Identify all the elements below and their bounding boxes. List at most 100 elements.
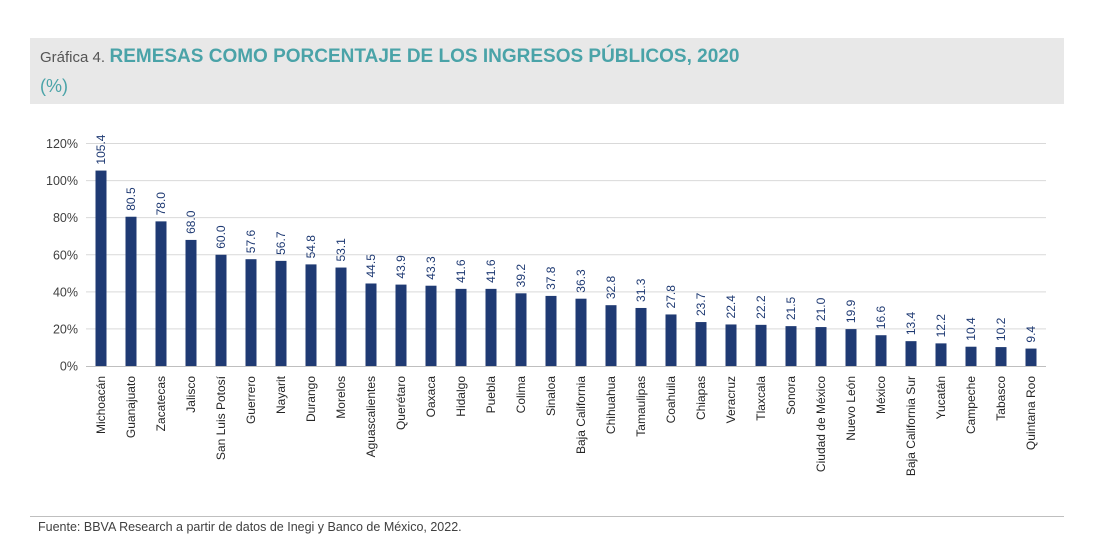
- category-label: Chiapas: [694, 376, 708, 420]
- category-label: Quintana Roo: [1024, 376, 1038, 450]
- bar: [455, 288, 467, 366]
- data-label: 54.8: [304, 235, 318, 259]
- bar: [845, 329, 857, 366]
- data-label: 36.3: [574, 269, 588, 293]
- data-label: 41.6: [484, 259, 498, 283]
- category-label: Querétaro: [394, 376, 408, 430]
- bar: [335, 267, 347, 366]
- bar: [275, 260, 287, 366]
- category-label: Sonora: [784, 376, 798, 415]
- bar: [965, 346, 977, 366]
- y-tick-label: 20%: [53, 322, 78, 336]
- bar: [695, 322, 707, 366]
- y-tick-label: 0%: [60, 360, 78, 374]
- category-label: Jalisco: [184, 376, 198, 413]
- bar: [245, 259, 257, 366]
- category-label: Campeche: [964, 376, 978, 434]
- data-label: 32.8: [604, 276, 618, 300]
- y-tick-label: 120%: [46, 137, 78, 151]
- bar: [425, 285, 437, 366]
- data-label: 78.0: [154, 192, 168, 216]
- category-label: Zacatecas: [154, 376, 168, 431]
- bar: [995, 347, 1007, 366]
- data-label: 57.6: [244, 230, 258, 254]
- bar: [485, 288, 497, 366]
- data-label: 10.4: [964, 317, 978, 341]
- bar: [305, 264, 317, 366]
- data-label: 31.3: [634, 278, 648, 302]
- title-band: Gráfica 4. REMESAS COMO PORCENTAJE DE LO…: [30, 38, 1064, 104]
- bar: [905, 341, 917, 366]
- category-label: Hidalgo: [454, 376, 468, 417]
- bar: [605, 305, 617, 366]
- data-label: 44.5: [364, 254, 378, 278]
- category-label: Tamaulipas: [634, 376, 648, 437]
- category-label: Sinaloa: [544, 376, 558, 416]
- bar: [575, 298, 587, 366]
- category-label: Aguascalientes: [364, 376, 378, 457]
- data-label: 41.6: [454, 259, 468, 283]
- data-label: 19.9: [844, 299, 858, 323]
- bar: [395, 284, 407, 366]
- data-label: 9.4: [1024, 326, 1038, 343]
- category-label: Durango: [304, 376, 318, 422]
- category-label: Coahuila: [664, 376, 678, 424]
- category-label: San Luis Potosí: [214, 375, 228, 460]
- category-label: Guerrero: [244, 376, 258, 424]
- data-label: 60.0: [214, 225, 228, 249]
- data-label: 53.1: [334, 238, 348, 262]
- bar: [665, 314, 677, 366]
- category-label: Baja California Sur: [904, 376, 918, 476]
- chart-unit: (%): [40, 76, 68, 96]
- bar: [785, 326, 797, 366]
- data-label: 10.2: [994, 317, 1008, 341]
- bar: [815, 327, 827, 366]
- category-label: Tlaxcala: [754, 376, 768, 421]
- data-label: 39.2: [514, 264, 528, 288]
- category-label: Nuevo León: [844, 376, 858, 441]
- bar: [635, 307, 647, 366]
- chart-title-text: REMESAS COMO PORCENTAJE DE LOS INGRESOS …: [109, 46, 740, 67]
- footer-divider: [30, 516, 1064, 517]
- figure-number: Gráfica 4.: [40, 49, 106, 66]
- category-label: Veracruz: [724, 376, 738, 423]
- y-tick-label: 100%: [46, 174, 78, 188]
- category-label: Nayarit: [274, 375, 288, 414]
- data-label: 56.7: [274, 231, 288, 255]
- category-label: Michoacán: [94, 376, 108, 434]
- bar: [935, 343, 947, 366]
- bar: [155, 221, 167, 366]
- category-label: Guanajuato: [124, 376, 138, 438]
- bar: [365, 283, 377, 366]
- data-label: 68.0: [184, 210, 198, 234]
- category-label: Tabasco: [994, 376, 1008, 421]
- y-tick-label: 80%: [53, 211, 78, 225]
- bar: [125, 216, 137, 366]
- bar: [875, 335, 887, 366]
- bar: [725, 324, 737, 366]
- bar: [215, 254, 227, 366]
- data-label: 37.8: [544, 266, 558, 290]
- bar: [95, 170, 107, 366]
- data-label: 12.2: [934, 314, 948, 338]
- data-label: 23.7: [694, 292, 708, 316]
- category-label: Morelos: [334, 376, 348, 419]
- category-label: Baja California: [574, 376, 588, 454]
- category-label: Puebla: [484, 376, 498, 414]
- data-label: 27.8: [664, 285, 678, 309]
- category-label: Ciudad de México: [814, 376, 828, 472]
- y-tick-label: 60%: [53, 248, 78, 262]
- data-label: 22.4: [724, 295, 738, 319]
- bar: [185, 239, 197, 366]
- data-label: 22.2: [754, 295, 768, 319]
- data-label: 21.0: [814, 297, 828, 321]
- data-label: 21.5: [784, 296, 798, 320]
- data-label: 13.4: [904, 311, 918, 335]
- data-label: 105.4: [94, 134, 108, 164]
- category-label: Colima: [514, 376, 528, 414]
- category-label: Yucatán: [934, 376, 948, 419]
- data-label: 16.6: [874, 306, 888, 330]
- bar: [515, 293, 527, 366]
- bar: [545, 295, 557, 366]
